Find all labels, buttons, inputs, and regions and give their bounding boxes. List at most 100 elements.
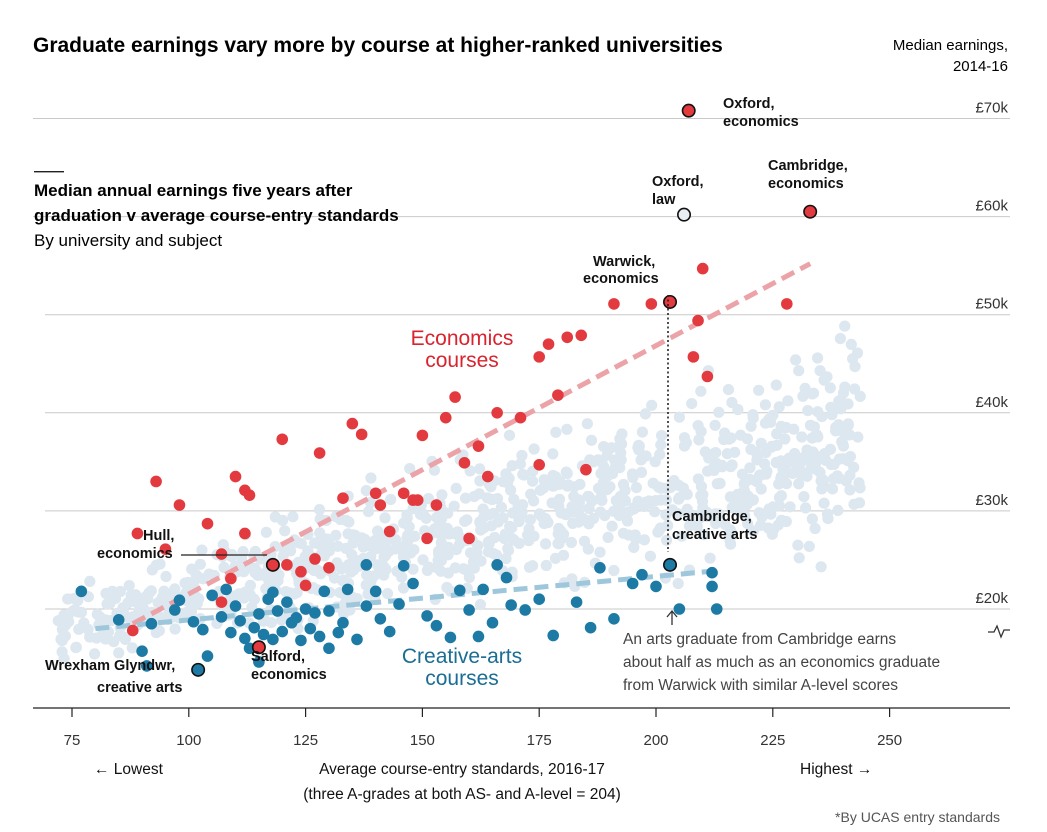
other-course-point [396, 571, 408, 583]
other-course-point [379, 550, 391, 562]
other-course-point [594, 506, 607, 518]
highlighted-arts-point [191, 662, 206, 677]
x-axis-title-line1: Average course-entry standards, 2016-17 [319, 761, 605, 778]
other-course-point [639, 408, 652, 420]
other-course-point [765, 508, 777, 520]
other-course-point [484, 509, 496, 521]
other-course-point [655, 439, 667, 451]
other-course-point [217, 539, 229, 551]
other-course-point [508, 493, 520, 505]
economics-point [201, 517, 214, 530]
other-course-point [629, 529, 641, 541]
arts-point [463, 604, 475, 616]
other-course-point [630, 482, 643, 494]
arts-point [505, 599, 517, 611]
other-course-point [540, 559, 552, 572]
other-course-point [585, 434, 598, 446]
other-course-point [852, 431, 864, 443]
other-course-point [676, 530, 688, 542]
other-course-point [814, 365, 826, 377]
other-course-point [260, 526, 272, 538]
other-course-point [810, 429, 822, 441]
other-course-point [450, 482, 462, 494]
economics-point [449, 391, 461, 403]
label-arts-series-2: courses [425, 667, 499, 690]
label-warwick-economics-2: economics [583, 271, 659, 287]
other-course-point [809, 522, 821, 535]
other-course-point [500, 468, 512, 480]
other-course-point [299, 551, 311, 563]
label-salford-economics-2: economics [251, 667, 327, 683]
other-course-point [134, 600, 146, 612]
other-course-point [726, 396, 738, 409]
y-tick-label: £60k [975, 198, 1008, 215]
economics-point [397, 487, 410, 500]
other-course-point [330, 529, 342, 542]
other-course-point [408, 544, 420, 556]
arts-point [225, 626, 237, 639]
other-course-point [146, 564, 158, 576]
other-course-point [758, 458, 771, 470]
other-course-point [503, 429, 516, 441]
other-course-point [605, 442, 618, 454]
arts-point [313, 630, 326, 643]
other-course-point [779, 433, 791, 445]
arts-point [533, 593, 545, 605]
highlighted-arts-point [663, 557, 678, 572]
other-course-point [775, 514, 788, 526]
arts-point [444, 631, 457, 644]
x-axis-lowest-label: ← Lowest [94, 761, 164, 778]
subtitle-line3: By university and subject [34, 231, 222, 250]
other-course-point [218, 561, 230, 574]
x-tick-label: 250 [877, 732, 902, 749]
other-course-point [498, 532, 510, 545]
other-course-point [744, 462, 756, 474]
label-hull-economics-1: Hull, [143, 528, 174, 544]
other-course-point [608, 505, 620, 517]
other-course-point [365, 575, 377, 588]
other-course-point [628, 541, 640, 554]
highlighted-economics-point [663, 294, 678, 309]
other-course-point [346, 549, 358, 561]
economics-point [645, 298, 658, 310]
other-course-point [332, 540, 344, 552]
other-course-point [837, 440, 850, 452]
other-course-point [389, 534, 402, 546]
other-course-point [321, 533, 333, 545]
arts-point [369, 585, 382, 598]
other-course-point [668, 475, 680, 487]
other-course-point [363, 539, 375, 552]
other-course-point [616, 438, 628, 450]
arts-point [430, 619, 443, 632]
other-course-point [156, 592, 168, 604]
arts-point [295, 634, 307, 647]
arts-point [584, 621, 597, 634]
other-course-point [244, 579, 256, 592]
other-course-point [340, 561, 352, 573]
arts-point [397, 560, 410, 572]
highlighted-arts-point [677, 207, 692, 222]
other-course-point [192, 571, 204, 583]
arts-point [271, 605, 284, 617]
other-course-point [844, 484, 856, 496]
x-tick-label: 225 [760, 732, 785, 749]
other-course-point [633, 440, 645, 452]
other-course-point [803, 540, 815, 553]
arts-point [407, 577, 419, 590]
other-course-point [760, 468, 772, 480]
other-course-point [626, 468, 639, 480]
other-course-point [566, 573, 578, 585]
other-course-point [184, 604, 196, 616]
other-course-point [365, 472, 377, 484]
other-course-point [560, 508, 572, 520]
other-course-point [422, 493, 435, 505]
economics-point [542, 338, 555, 350]
arts-point [594, 561, 606, 574]
other-course-point [379, 512, 391, 524]
arts-point [304, 622, 317, 635]
other-course-point [513, 515, 525, 528]
economics-point [458, 457, 471, 469]
label-economics-series-1: Economics [411, 327, 514, 350]
footnote: *By UCAS entry standards [835, 809, 1000, 825]
other-course-point [602, 531, 614, 544]
